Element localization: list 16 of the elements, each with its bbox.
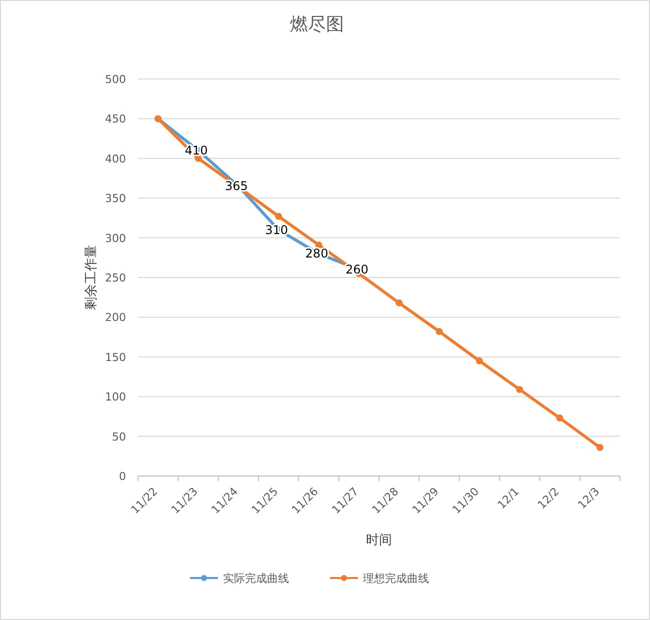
y-tick-label: 150	[105, 350, 126, 364]
x-axis-title: 时间	[366, 533, 392, 548]
y-tick-label: 250	[105, 272, 126, 284]
chart-title: 燃尽图	[290, 14, 344, 35]
y-tick-label: 450	[105, 112, 126, 126]
y-tick-label: 300	[105, 232, 126, 245]
y-tick-label: 200	[105, 311, 126, 324]
y-tick-label: 0	[119, 470, 126, 483]
y-tick-label: 350	[105, 192, 126, 206]
y-tick-label: 400	[105, 152, 126, 166]
y-tick-label: 500	[105, 73, 126, 86]
legend-label: 理想完成曲线	[363, 572, 429, 585]
y-axis-title: 剩余工作量	[84, 245, 99, 310]
legend-label: 实际完成曲线	[223, 572, 289, 585]
y-tick-label: 100	[105, 390, 126, 404]
y-tick-label: 50	[112, 430, 126, 444]
